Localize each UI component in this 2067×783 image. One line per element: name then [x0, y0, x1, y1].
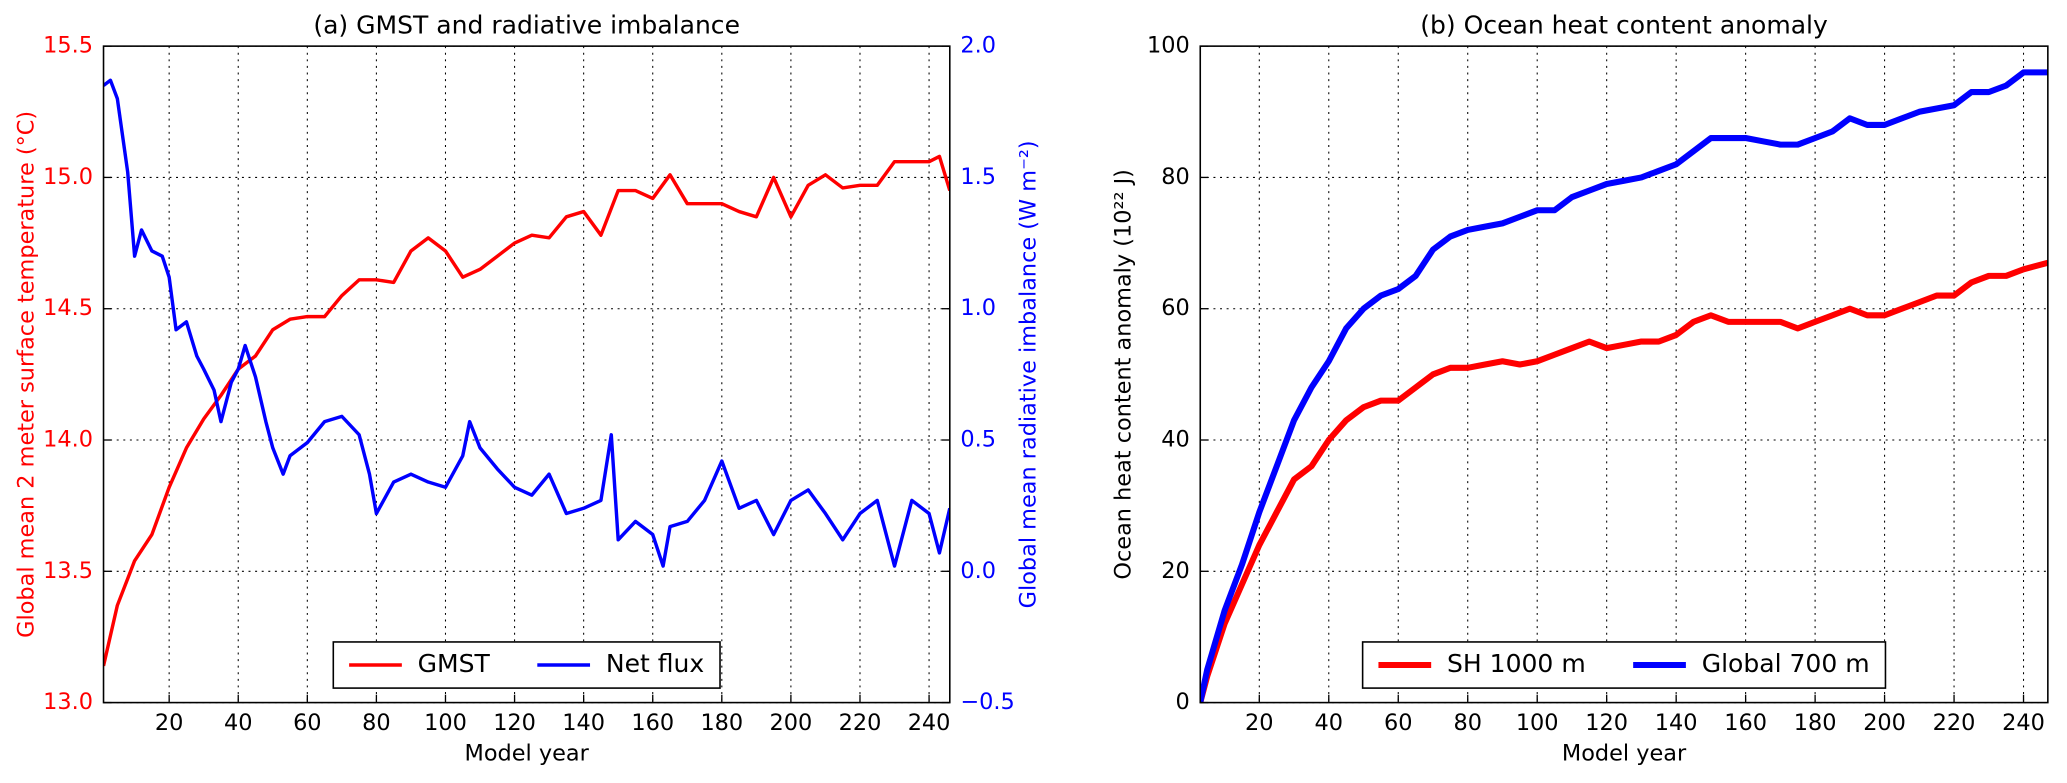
- x-tick-label: 180: [1794, 710, 1837, 736]
- y-axis-label: Global mean 2 meter surface temperature …: [14, 111, 40, 638]
- x-tick-label: 60: [293, 710, 322, 736]
- x-tick-label: 40: [224, 710, 253, 736]
- y-tick-label: 14.0: [43, 427, 93, 453]
- x-tick-label: 100: [424, 710, 467, 736]
- x-axis-label: Model year: [465, 741, 590, 767]
- chart-title: (b) Ocean heat content anomaly: [1420, 10, 1828, 39]
- x-tick-label: 220: [1933, 710, 1976, 736]
- y-tick-label: 60: [1161, 295, 1190, 321]
- x-tick-label: 80: [362, 710, 391, 736]
- x-tick-label: 160: [631, 710, 674, 736]
- series-line: [103, 78, 950, 568]
- series-line: [1200, 69, 2048, 703]
- y-axis-label: Ocean heat content anomaly (10²² J): [1110, 169, 1136, 580]
- legend-label: Net flux: [606, 649, 704, 678]
- x-tick-label: 240: [908, 710, 951, 736]
- y2-tick-label: 1.0: [960, 295, 996, 321]
- series-line: [1200, 259, 2048, 703]
- x-axis-label: Model year: [1562, 741, 1687, 767]
- y-tick-label: 15.0: [43, 164, 93, 190]
- x-tick-label: 20: [1245, 710, 1273, 736]
- x-tick-label: 40: [1315, 710, 1344, 736]
- legend-label: SH 1000 m: [1447, 649, 1586, 678]
- y2-tick-label: 0.5: [960, 427, 996, 453]
- y-tick-label: 80: [1161, 164, 1190, 190]
- y-tick-label: 20: [1161, 558, 1190, 584]
- x-tick-label: 140: [562, 710, 605, 736]
- y-tick-label: 40: [1161, 427, 1190, 453]
- y2-tick-label: 0.0: [960, 558, 996, 584]
- y-tick-label: 13.5: [43, 558, 93, 584]
- y2-axis-label: Global mean radiative imbalance (W m⁻²): [1015, 140, 1041, 608]
- x-tick-label: 120: [1585, 710, 1628, 736]
- x-tick-label: 220: [839, 710, 882, 736]
- x-tick-label: 200: [770, 710, 813, 736]
- legend: GMST Net flux: [332, 641, 721, 689]
- chart-title: (a) GMST and radiative imbalance: [313, 10, 740, 39]
- x-tick-label: 100: [1516, 710, 1559, 736]
- y2-tick-label: 2.0: [960, 33, 996, 59]
- x-tick-label: 240: [2002, 710, 2045, 736]
- x-tick-label: 120: [493, 710, 536, 736]
- x-tick-label: 180: [700, 710, 743, 736]
- y2-tick-label: −0.5: [960, 689, 1014, 715]
- x-tick-label: 160: [1724, 710, 1767, 736]
- x-tick-label: 60: [1384, 710, 1413, 736]
- plot-frame: [102, 45, 951, 704]
- y-tick-label: 100: [1147, 33, 1190, 59]
- legend: SH 1000 m Global 700 m: [1361, 641, 1887, 689]
- x-tick-label: 20: [155, 710, 184, 736]
- x-tick-label: 80: [1453, 710, 1482, 736]
- y2-tick-label: 1.5: [960, 164, 996, 190]
- y-tick-label: 13.0: [43, 689, 93, 715]
- plot-frame: [1199, 45, 2049, 704]
- y-tick-label: 14.5: [43, 295, 93, 321]
- y-tick-label: 15.5: [43, 33, 93, 59]
- x-tick-label: 140: [1655, 710, 1698, 736]
- series-line: [103, 154, 950, 667]
- legend-label: GMST: [418, 649, 491, 678]
- legend-label: Global 700 m: [1702, 649, 1870, 678]
- x-tick-label: 200: [1863, 710, 1906, 736]
- legend-box: [1361, 641, 1887, 689]
- y-tick-label: 0: [1175, 689, 1189, 715]
